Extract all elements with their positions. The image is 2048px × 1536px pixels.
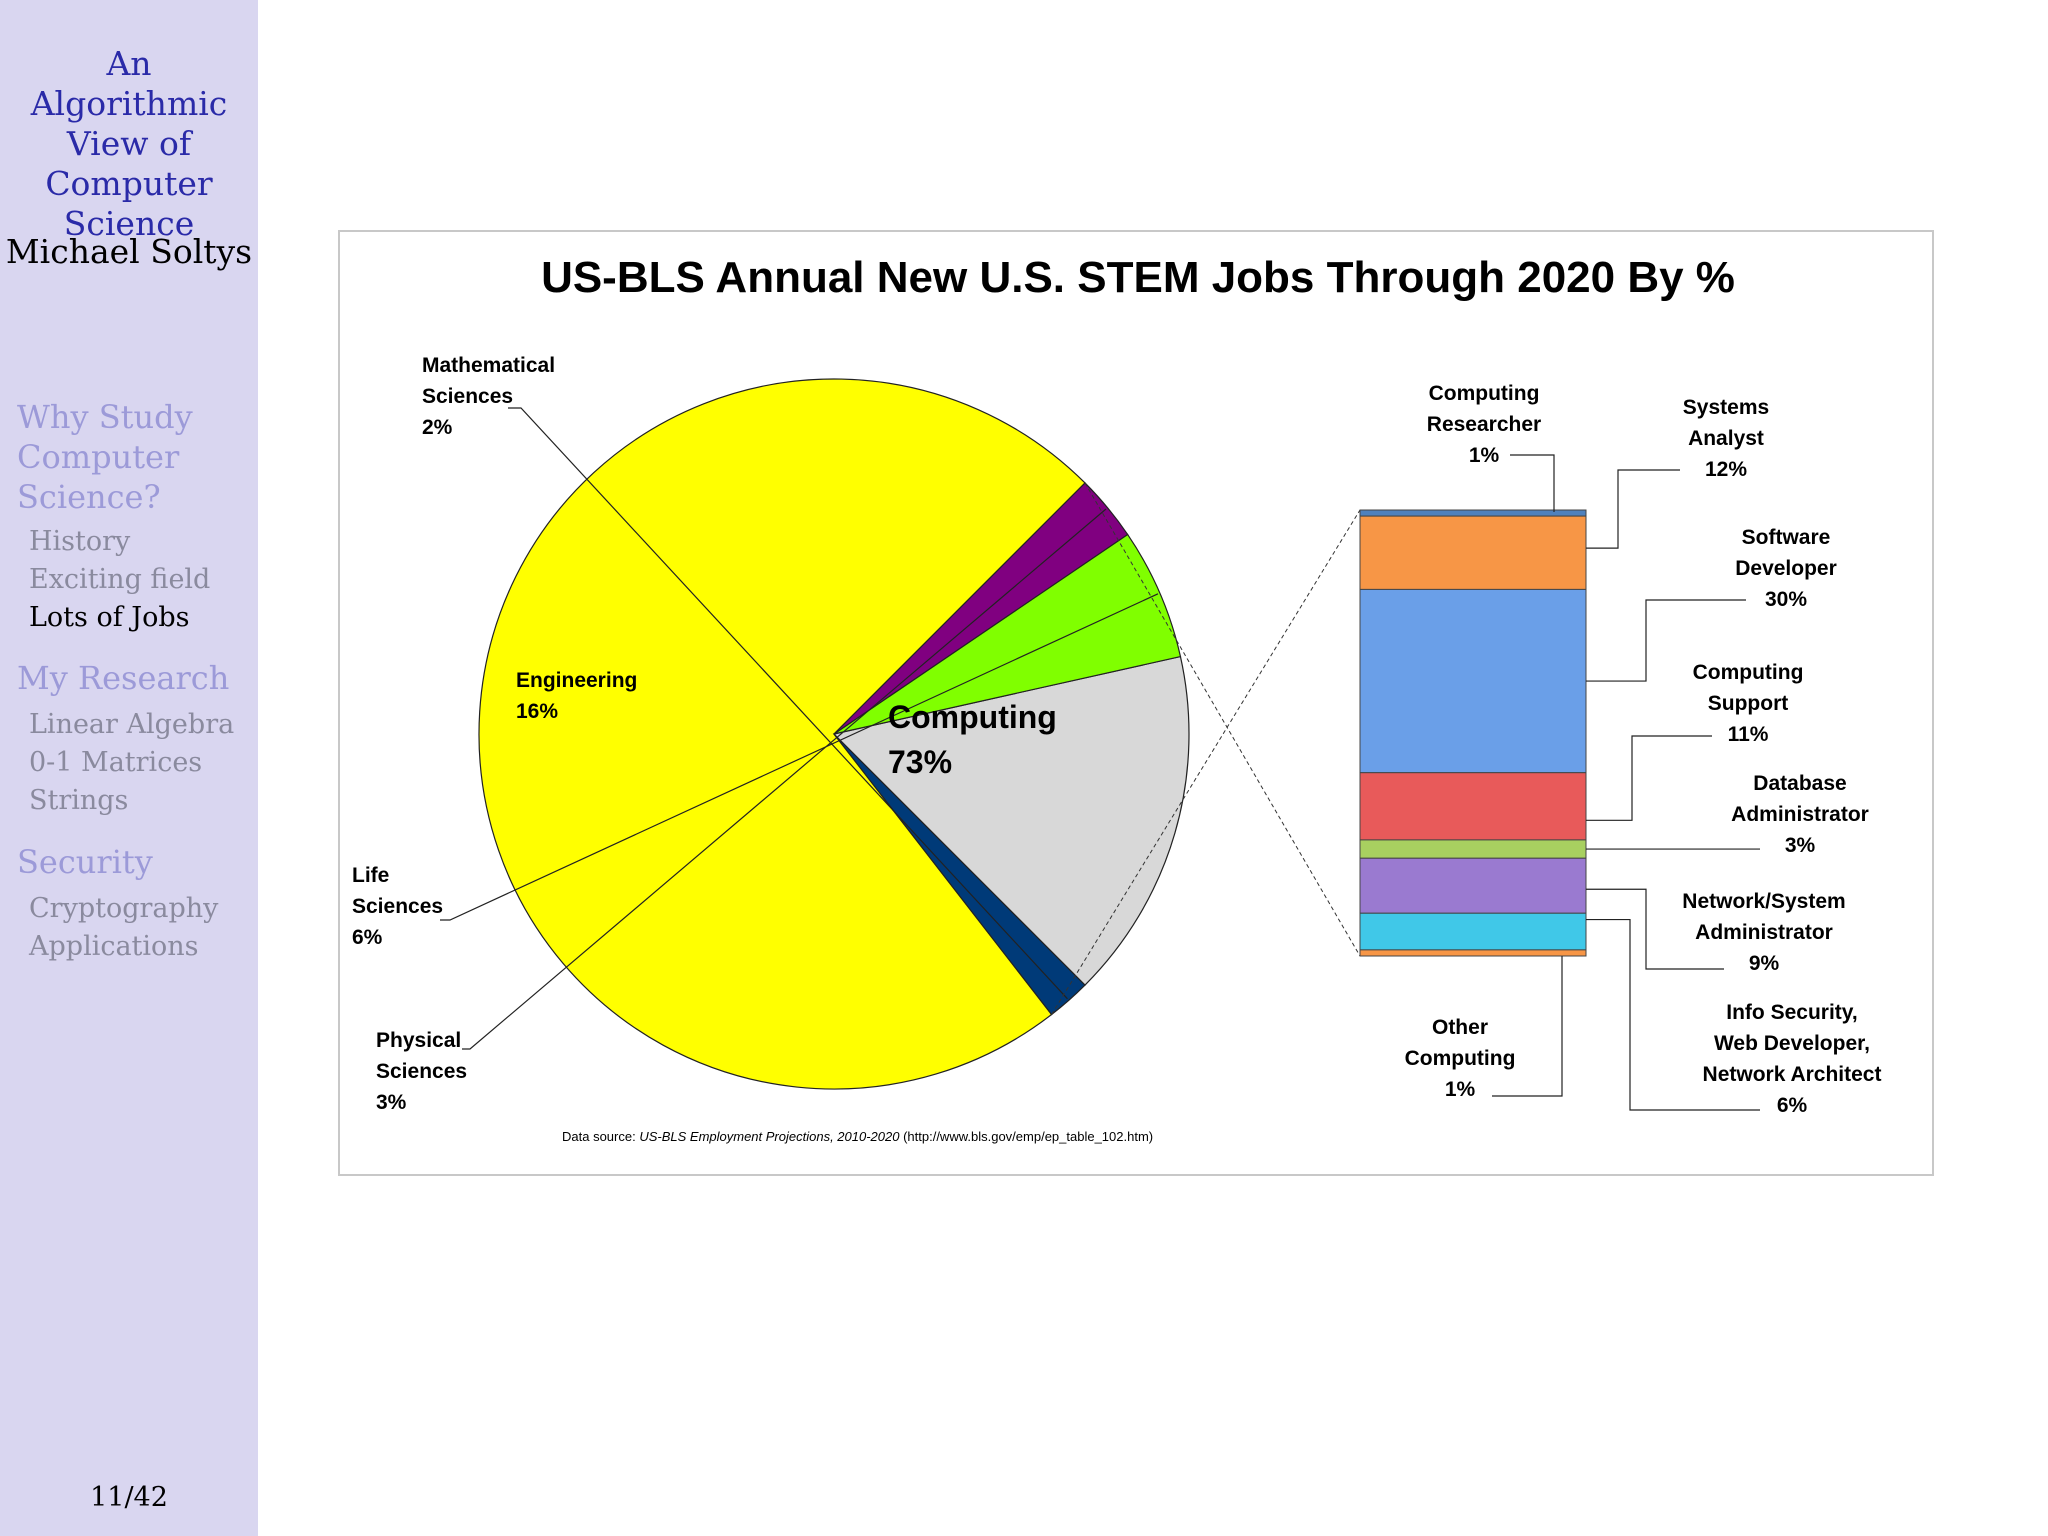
deck-title-line: An Algorithmic (30, 44, 228, 123)
breakdown-label: Info Security, (1726, 1001, 1857, 1024)
nav-item-exciting-field[interactable]: Exciting field (29, 564, 211, 595)
breakdown-segment (1359, 515, 1587, 590)
breakdown-leader-line (1586, 469, 1680, 549)
breakdown-label: 9% (1749, 952, 1780, 975)
breakdown-segment (1359, 857, 1587, 914)
nav-item-0-1-matrices[interactable]: 0-1 Matrices (29, 747, 203, 778)
pie-leader-line (462, 508, 1107, 1050)
nav-item-history[interactable]: History (29, 526, 131, 557)
breakdown-leader-line (1492, 956, 1563, 1097)
breakdown-label: Developer (1735, 557, 1837, 580)
breakdown-segment (1359, 509, 1587, 517)
nav-item-cryptography[interactable]: Cryptography (29, 893, 219, 924)
nav-section-security[interactable]: Security (17, 843, 153, 881)
chart-frame: US-BLS Annual New U.S. STEM Jobs Through… (338, 230, 1934, 1176)
breakdown-segment (1359, 839, 1587, 859)
nav-section-label: Science? (17, 478, 161, 516)
deck-title-line: Science (63, 204, 195, 243)
breakdown-label: Researcher (1427, 413, 1541, 436)
nav-section-my-research[interactable]: My Research (17, 659, 230, 697)
chart-title: US-BLS Annual New U.S. STEM Jobs Through… (541, 253, 1735, 302)
breakdown-label: Computing (1429, 382, 1540, 405)
pie-slice (832, 655, 1190, 986)
breakdown-label: 1% (1469, 444, 1500, 467)
breakdown-label: Computing (1693, 661, 1804, 684)
breakdown-segment (1359, 912, 1587, 951)
breakdown-connector-line (1084, 482, 1361, 957)
breakdown-label: Support (1708, 692, 1788, 715)
breakdown-leader-line (1586, 918, 1760, 1111)
nav-section-why-study[interactable]: Why Study Computer Science? (0, 397, 258, 517)
breakdown-leader-line (1586, 735, 1712, 821)
pie-slice-label: 2% (422, 416, 453, 439)
breakdown-label: Administrator (1695, 921, 1833, 944)
pie-slice (833, 533, 1182, 735)
breakdown-label: Computing (1405, 1047, 1516, 1070)
nav-section-label: Computer (17, 438, 180, 476)
breakdown-label: 30% (1765, 588, 1807, 611)
breakdown-label: Systems (1683, 396, 1769, 419)
deck-title-line: Computer (45, 164, 213, 203)
nav-item-applications[interactable]: Applications (29, 931, 199, 962)
breakdown-leader-line (1510, 454, 1555, 512)
breakdown-label: Software (1742, 526, 1831, 549)
pie-slice-label: 6% (352, 926, 383, 949)
breakdown-label: 6% (1777, 1094, 1808, 1117)
pie-slice-label: Engineering (516, 669, 637, 692)
nav-section-label: Why Study (17, 398, 193, 436)
deck-title[interactable]: An Algorithmic View of Computer Science (0, 44, 258, 244)
pie-slice-label: 16% (516, 700, 558, 723)
pie-slice-label: Mathematical (422, 354, 555, 377)
pie-slice-label: Life (352, 864, 389, 887)
pie-leader-line (440, 593, 1159, 921)
stem-jobs-chart: US-BLS Annual New U.S. STEM Jobs Through… (352, 253, 1882, 1144)
nav-item-strings[interactable]: Strings (29, 785, 129, 816)
page-number: 11/42 (90, 1482, 168, 1513)
breakdown-label: 1% (1445, 1078, 1476, 1101)
breakdown-segment (1359, 949, 1587, 957)
breakdown-label: 11% (1728, 723, 1769, 746)
pie-slice-label: Computing (888, 699, 1057, 735)
breakdown-leader-line (1586, 888, 1724, 970)
breakdown-label: Database (1753, 772, 1846, 795)
breakdown-segment (1359, 588, 1587, 774)
breakdown-label: Network Architect (1703, 1063, 1882, 1086)
pie-slice-label: Sciences (376, 1060, 467, 1083)
pie-slice-label: 73% (888, 744, 952, 780)
pie-slice-label: Sciences (352, 895, 443, 918)
breakdown-label: Network/System (1682, 890, 1845, 913)
breakdown-connector-line (1051, 509, 1361, 1015)
pie-slice-label: 3% (376, 1091, 407, 1114)
breakdown-label: Other (1432, 1016, 1488, 1039)
breakdown-leader-line (1586, 599, 1746, 682)
breakdown-segment (1359, 772, 1587, 841)
breakdown-label: Administrator (1731, 803, 1869, 826)
sidebar: An Algorithmic View of Computer Science … (0, 0, 258, 1536)
nav-item-lots-of-jobs[interactable]: Lots of Jobs (29, 602, 190, 633)
breakdown-label: Analyst (1688, 427, 1764, 450)
pie-slice-label: Physical (376, 1029, 461, 1052)
nav-item-linear-algebra[interactable]: Linear Algebra (29, 709, 235, 740)
breakdown-label: Web Developer, (1714, 1032, 1870, 1055)
breakdown-label: 3% (1785, 834, 1816, 857)
data-source-note: Data source: US-BLS Employment Projectio… (562, 1129, 1153, 1144)
pie-slice-label: Sciences (422, 385, 513, 408)
pie-slice (478, 378, 1086, 1090)
breakdown-label: 12% (1705, 458, 1747, 481)
deck-title-line: View of (66, 124, 192, 163)
deck-author[interactable]: Michael Soltys (5, 232, 253, 271)
pie-leader-line (508, 407, 1068, 1000)
